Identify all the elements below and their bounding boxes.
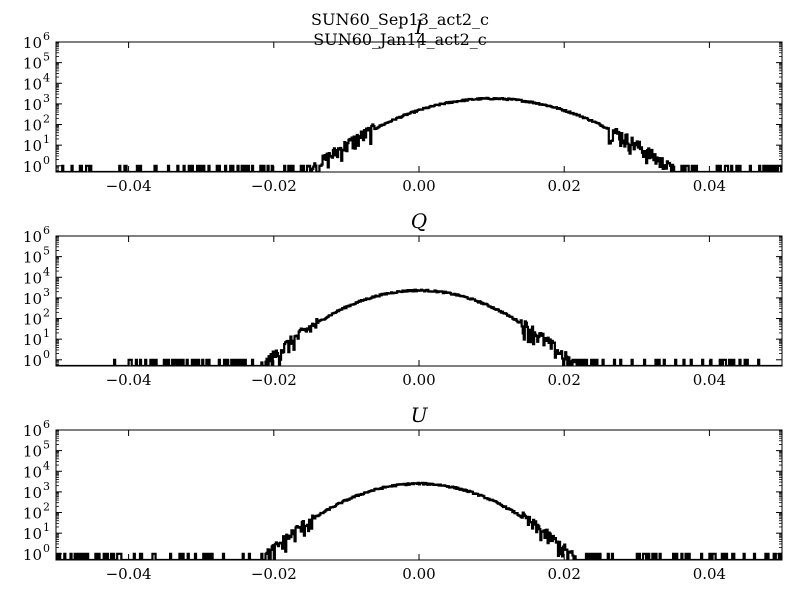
subplot-title: I <box>414 15 424 39</box>
x-tick-label: −0.04 <box>106 371 152 389</box>
y-tick-label: 10 <box>23 249 42 267</box>
y-tick-label: 10 <box>23 484 42 502</box>
y-tick-label: 10 <box>23 443 42 461</box>
x-tick-label: 0.04 <box>693 177 726 195</box>
y-tick-label: 10 <box>23 96 42 114</box>
axes-frame <box>55 235 783 367</box>
y-tick-exponent: 4 <box>43 71 50 84</box>
y-tick-exponent: 3 <box>43 92 50 105</box>
y-tick-label: 10 <box>23 546 42 564</box>
x-tick-label: −0.02 <box>251 177 297 195</box>
x-tick-label: 0.02 <box>547 565 580 583</box>
y-tick-exponent: 0 <box>43 154 50 167</box>
axes-frame <box>55 41 783 173</box>
y-tick-exponent: 2 <box>43 307 50 320</box>
y-tick-exponent: 4 <box>43 459 50 472</box>
y-tick-exponent: 1 <box>43 133 50 146</box>
y-tick-exponent: 3 <box>43 286 50 299</box>
subplot-title: Q <box>411 209 427 233</box>
y-tick-label: 10 <box>23 137 42 155</box>
y-tick-label: 10 <box>23 311 42 329</box>
axes-frame <box>55 429 783 561</box>
x-tick-label: −0.02 <box>251 371 297 389</box>
y-tick-exponent: 1 <box>43 521 50 534</box>
y-tick-exponent: 2 <box>43 501 50 514</box>
histogram-series <box>56 96 782 172</box>
y-tick-label: 10 <box>23 525 42 543</box>
subplot-title: U <box>411 403 429 427</box>
x-tick-label: 0.02 <box>547 177 580 195</box>
y-tick-label: 10 <box>23 158 42 176</box>
y-tick-label: 10 <box>23 117 42 135</box>
y-tick-label: 10 <box>23 352 42 370</box>
y-tick-exponent: 5 <box>43 439 50 452</box>
x-tick-label: −0.04 <box>106 565 152 583</box>
y-tick-label: 10 <box>23 463 42 481</box>
y-tick-exponent: 0 <box>43 348 50 361</box>
x-tick-label: 0.02 <box>547 371 580 389</box>
figure-title-line-1: SUN60_Sep13_act2_c <box>311 10 489 29</box>
x-tick-label: −0.02 <box>251 565 297 583</box>
y-tick-label: 10 <box>23 422 42 440</box>
histogram-series <box>56 288 782 366</box>
y-tick-exponent: 4 <box>43 265 50 278</box>
y-tick-exponent: 5 <box>43 245 50 258</box>
y-tick-label: 10 <box>23 75 42 93</box>
y-tick-exponent: 1 <box>43 327 50 340</box>
y-tick-label: 10 <box>23 34 42 52</box>
y-tick-exponent: 0 <box>43 542 50 555</box>
y-tick-label: 10 <box>23 55 42 73</box>
y-tick-label: 10 <box>23 505 42 523</box>
x-tick-label: 0.00 <box>402 177 435 195</box>
y-tick-label: 10 <box>23 331 42 349</box>
y-tick-exponent: 3 <box>43 480 50 493</box>
y-tick-label: 10 <box>23 290 42 308</box>
y-tick-label: 10 <box>23 269 42 287</box>
figure-title-line-2: SUN60_Jan14_act2_c <box>313 30 487 49</box>
y-tick-exponent: 6 <box>43 224 50 237</box>
x-tick-label: −0.04 <box>106 177 152 195</box>
y-tick-exponent: 6 <box>43 30 50 43</box>
histogram-series <box>56 481 782 560</box>
x-tick-label: 0.00 <box>402 565 435 583</box>
x-tick-label: 0.04 <box>693 565 726 583</box>
y-tick-label: 10 <box>23 228 42 246</box>
y-tick-exponent: 6 <box>43 418 50 431</box>
x-tick-label: 0.04 <box>693 371 726 389</box>
x-tick-label: 0.00 <box>402 371 435 389</box>
y-tick-exponent: 5 <box>43 51 50 64</box>
y-tick-exponent: 2 <box>43 113 50 126</box>
